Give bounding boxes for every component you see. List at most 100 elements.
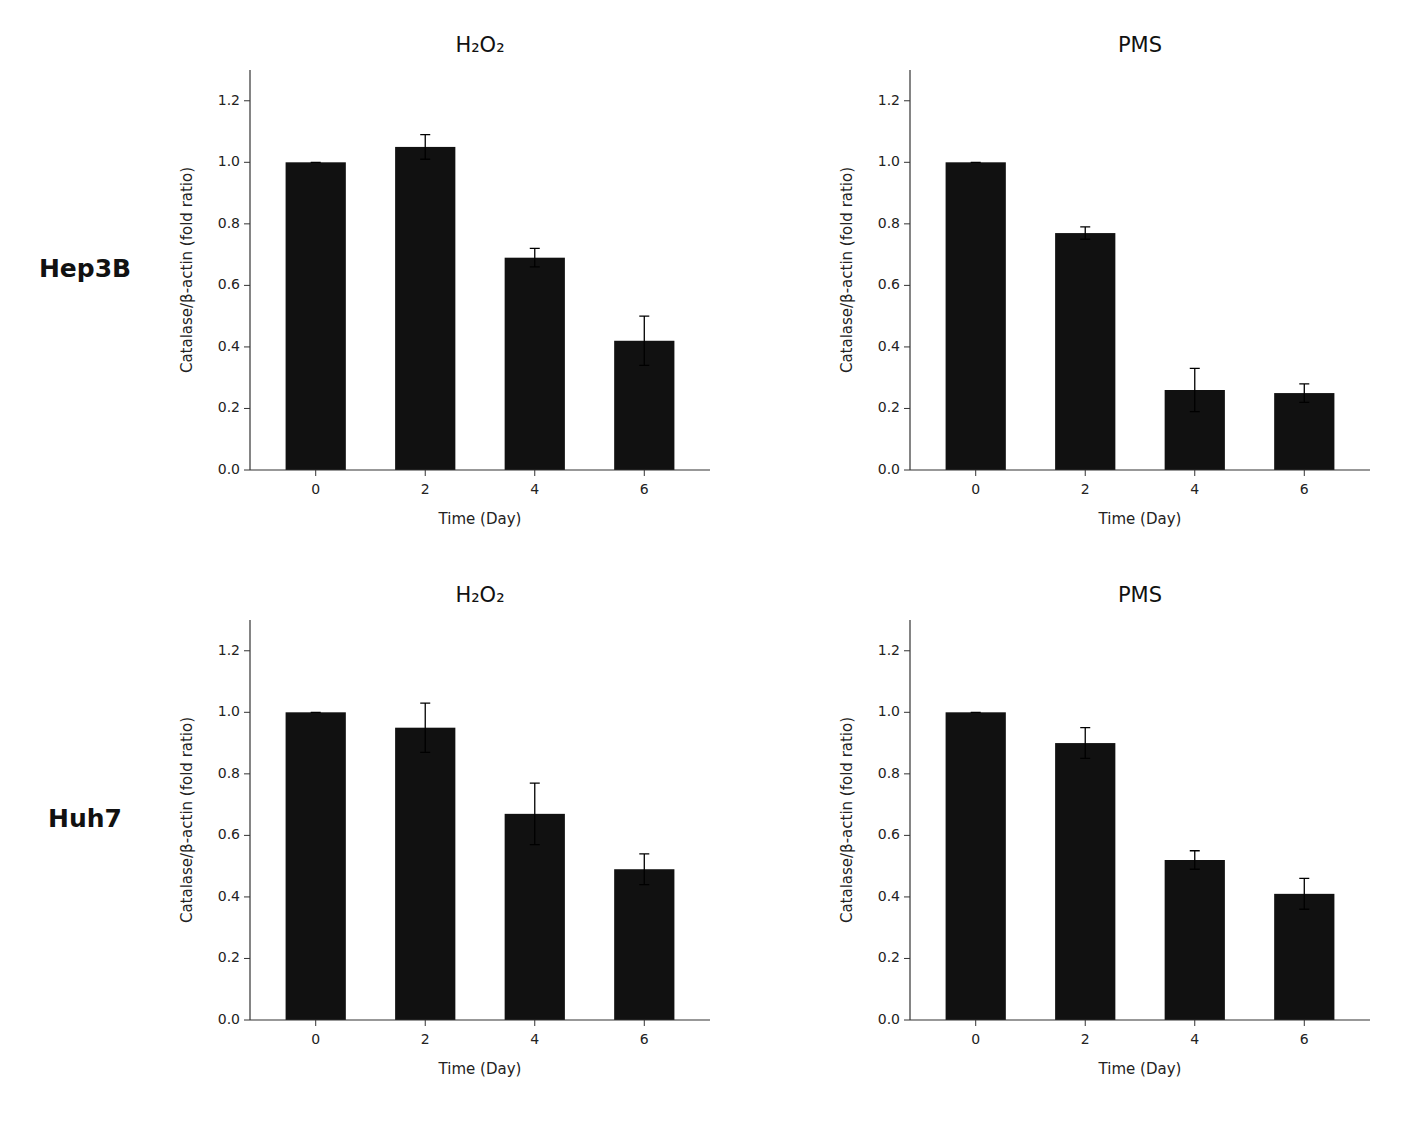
y-tick-label: 1.2 [218, 92, 240, 108]
y-tick [904, 346, 910, 347]
error-bar [971, 162, 981, 163]
y-axis-label: Catalase/β-actin (fold ratio) [178, 717, 196, 923]
x-tick-label: 2 [421, 481, 430, 497]
y-tick [244, 896, 250, 897]
panel-title: PMS [1118, 583, 1162, 607]
x-tick-label: 0 [971, 481, 980, 497]
x-tick-label: 0 [971, 1031, 980, 1047]
error-bar [311, 162, 321, 163]
y-tick [244, 470, 250, 471]
error-bar [1190, 851, 1200, 869]
marks [286, 135, 675, 470]
error-bar [1190, 368, 1200, 411]
y-tick-label: 1.2 [218, 642, 240, 658]
y-tick-label: 0.6 [878, 276, 900, 292]
y-tick [244, 346, 250, 347]
error-bar [639, 316, 649, 365]
y-tick [244, 650, 250, 651]
y-tick-label: 0.2 [878, 949, 900, 965]
y-tick-label: 0.6 [878, 826, 900, 842]
x-tick [534, 1020, 535, 1026]
x-tick [425, 1020, 426, 1026]
bar [395, 728, 455, 1020]
x-tick-label: 4 [1190, 481, 1199, 497]
bar [614, 869, 674, 1020]
bar [1274, 393, 1334, 470]
y-tick-label: 0.0 [218, 1011, 240, 1027]
x-tick-label: 4 [530, 1031, 539, 1047]
y-tick [904, 408, 910, 409]
marks [946, 712, 1335, 1020]
y-axis-line [909, 620, 910, 1020]
y-tick-label: 0.0 [218, 461, 240, 477]
panel: 0.00.20.40.60.81.01.20246PMSTime (Day)Ca… [838, 33, 1370, 528]
x-tick [975, 1020, 976, 1026]
x-tick-label: 2 [1081, 481, 1090, 497]
panel: 0.00.20.40.60.81.01.20246H₂O₂Time (Day)C… [48, 583, 710, 1078]
bar [395, 147, 455, 470]
y-tick [244, 162, 250, 163]
x-tick [975, 470, 976, 476]
error-bar [1299, 878, 1309, 909]
y-tick [244, 712, 250, 713]
y-tick-label: 0.8 [878, 215, 900, 231]
x-tick-label: 6 [640, 481, 649, 497]
x-tick [644, 1020, 645, 1026]
x-axis-line [250, 469, 710, 470]
y-tick-label: 0.4 [878, 338, 900, 354]
y-tick-label: 0.2 [218, 949, 240, 965]
figure: 0.0 0.2 0.4 0.6 0.8 1.0 1.2 0 2 4 6 H₂O₂ Time (Day) C… [0, 0, 1418, 1129]
x-axis-label: Time (Day) [1098, 1060, 1182, 1078]
y-axis-line [249, 70, 250, 470]
x-tick [1194, 470, 1195, 476]
x-tick [1194, 1020, 1195, 1026]
bar [1055, 233, 1115, 470]
y-tick-label: 0.8 [218, 215, 240, 231]
y-tick-label: 0.2 [218, 399, 240, 415]
x-tick-label: 0 [311, 1031, 320, 1047]
x-tick [1304, 470, 1305, 476]
y-tick-label: 0.2 [878, 399, 900, 415]
y-tick-label: 0.4 [218, 888, 240, 904]
bar [505, 258, 565, 470]
y-tick-label: 0.8 [878, 765, 900, 781]
y-tick-label: 1.0 [218, 703, 240, 719]
error-bar [530, 248, 540, 266]
bar [946, 162, 1006, 470]
y-tick [904, 100, 910, 101]
panel: 0.00.20.40.60.81.01.20246PMSTime (Day)Ca… [838, 583, 1370, 1078]
y-tick [904, 712, 910, 713]
error-bar [971, 712, 981, 713]
x-tick [1085, 1020, 1086, 1026]
y-tick [244, 223, 250, 224]
y-tick [244, 835, 250, 836]
x-tick [1304, 1020, 1305, 1026]
y-tick-label: 1.0 [878, 703, 900, 719]
x-tick-label: 2 [1081, 1031, 1090, 1047]
x-tick [534, 470, 535, 476]
error-bar [420, 703, 430, 752]
x-axis-line [910, 469, 1370, 470]
row-label: Huh7 [48, 804, 122, 833]
error-bar [1080, 728, 1090, 759]
x-tick [1085, 470, 1086, 476]
y-tick-label: 0.8 [218, 765, 240, 781]
panel-title: H₂O₂ [455, 33, 504, 57]
x-tick-label: 6 [1300, 1031, 1309, 1047]
y-axis-label: Catalase/β-actin (fold ratio) [838, 167, 856, 373]
error-bar [1080, 227, 1090, 239]
y-tick-label: 1.2 [878, 642, 900, 658]
y-tick [904, 470, 910, 471]
bar [1274, 894, 1334, 1020]
background [0, 0, 1418, 1129]
panel: 0.00.20.40.60.81.01.20246H₂O₂Time (Day)C… [39, 33, 710, 528]
y-tick-label: 0.0 [878, 461, 900, 477]
x-tick-label: 0 [311, 481, 320, 497]
y-tick [904, 285, 910, 286]
x-tick [315, 1020, 316, 1026]
x-tick [425, 470, 426, 476]
row-label: Hep3B [39, 254, 131, 283]
error-bar [639, 854, 649, 885]
y-tick [904, 650, 910, 651]
y-tick [244, 773, 250, 774]
